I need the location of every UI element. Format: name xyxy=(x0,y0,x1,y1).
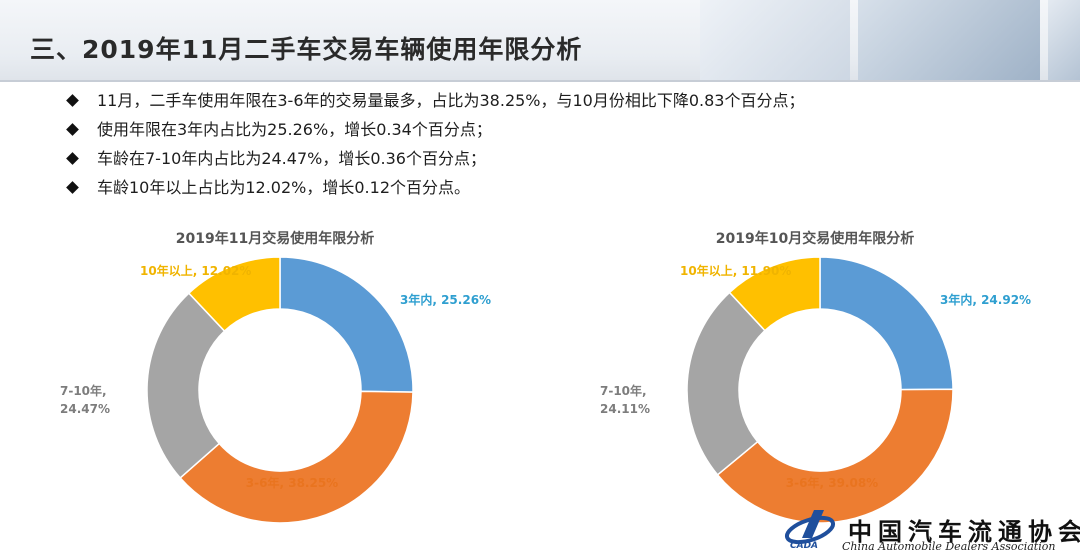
slice-label: 7-10年, xyxy=(60,383,107,398)
donut-slice xyxy=(179,390,414,524)
donut-slice xyxy=(728,256,821,332)
slice-label: 3年内, 25.26% xyxy=(400,292,491,307)
slice-label: 24.11% xyxy=(600,402,650,416)
donut-slice xyxy=(819,256,954,391)
slice-label: 3年内, 24.92% xyxy=(940,292,1031,307)
chart-title: 2019年11月交易使用年限分析 xyxy=(176,230,374,247)
bullet-item: 车龄10年以上占比为12.02%，增长0.12个百分点。 xyxy=(64,173,805,202)
cada-logo-icon: CADA xyxy=(784,510,836,550)
slice-label: 24.47% xyxy=(60,402,110,416)
bullet-text: 11月，二手车使用年限在3-6年的交易量最多，占比为38.25%，与10月份相比… xyxy=(97,91,805,110)
header-decoration xyxy=(858,0,1040,80)
header-decoration xyxy=(1048,0,1080,80)
donut-slice xyxy=(187,256,281,333)
donut-slice xyxy=(279,256,414,393)
bullet-text: 车龄10年以上占比为12.02%，增长0.12个百分点。 xyxy=(97,178,470,197)
header-divider xyxy=(0,80,1080,82)
header-bar: 三、2019年11月二手车交易车辆使用年限分析 xyxy=(0,0,1080,80)
logo-mark-text: CADA xyxy=(790,541,818,550)
donut-chart: 2019年10月交易使用年限分析 3年内, 24.92% 3-6年, 39.08% 7… xyxy=(600,230,1031,524)
donut-slice xyxy=(716,388,954,524)
bullet-text: 车龄在7-10年内占比为24.47%，增长0.36个百分点； xyxy=(97,149,486,168)
bullet-list: 11月，二手车使用年限在3-6年的交易量最多，占比为38.25%，与10月份相比… xyxy=(64,86,805,202)
donut-slice xyxy=(146,292,226,479)
slice-label: 10年以上, 11.90% xyxy=(680,263,791,278)
logo-cn-text: 中国汽车流通协会 xyxy=(848,517,1080,546)
donut-chart: 2019年11月交易使用年限分析 3年内, 25.26% 3-6年, 38.25% 7… xyxy=(60,230,491,524)
slice-label: 10年以上, 12.02% xyxy=(140,263,251,278)
slice-label: 7-10年, xyxy=(600,383,647,398)
logo-en-text: China Automobile Dealers Association xyxy=(842,540,1056,553)
slice-label: 3-6年, 38.25% xyxy=(246,475,338,490)
bullet-item: 车龄在7-10年内占比为24.47%，增长0.36个百分点； xyxy=(64,144,805,173)
bullet-item: 使用年限在3年内占比为25.26%，增长0.34个百分点； xyxy=(64,115,805,144)
header-decoration xyxy=(700,0,850,80)
bullet-text: 使用年限在3年内占比为25.26%，增长0.34个百分点； xyxy=(97,120,492,139)
bullet-item: 11月，二手车使用年限在3-6年的交易量最多，占比为38.25%，与10月份相比… xyxy=(64,86,805,115)
page-title: 三、2019年11月二手车交易车辆使用年限分析 xyxy=(30,35,583,64)
slice-label: 3-6年, 39.08% xyxy=(786,475,878,490)
chart-title: 2019年10月交易使用年限分析 xyxy=(716,230,914,247)
